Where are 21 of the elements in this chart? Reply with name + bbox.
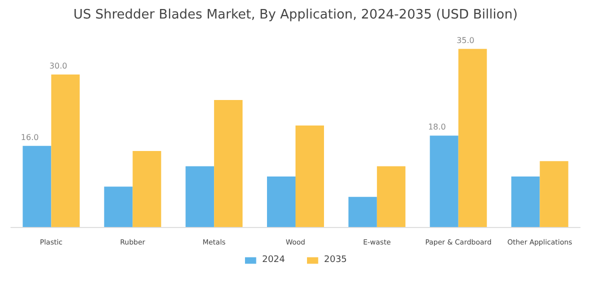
bar (267, 176, 296, 228)
legend-label: 2024 (262, 255, 285, 265)
bar (22, 146, 52, 228)
chart-title: US Shredder Blades Market, By Application, 2024-2035 (USD Billion) (73, 8, 518, 22)
legend-label: 2035 (324, 255, 347, 265)
bar (430, 136, 458, 228)
bar (348, 196, 377, 228)
data-label: 16.0 (20, 132, 39, 142)
bar (540, 161, 568, 228)
bar (132, 150, 162, 228)
bar (104, 186, 133, 228)
bar (296, 125, 324, 228)
bar (376, 166, 406, 228)
bar (186, 166, 214, 228)
bar (511, 176, 540, 228)
bar (214, 100, 243, 228)
data-label: 18.0 (428, 122, 446, 132)
data-label: 35.0 (456, 36, 474, 45)
data-label: 30.0 (49, 61, 68, 70)
bar (51, 74, 80, 228)
bar (458, 48, 487, 228)
